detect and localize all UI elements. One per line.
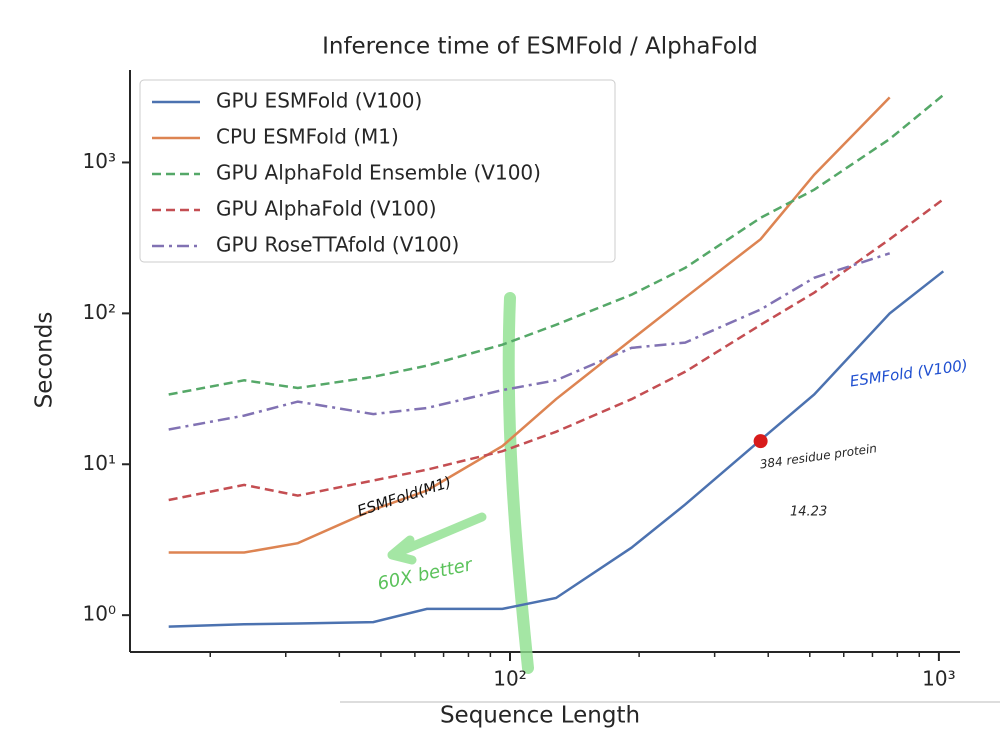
highlight-point (753, 434, 768, 449)
y-tick-label: 10⁰ (83, 602, 116, 626)
annotation: 60X better (376, 554, 476, 595)
series-line (168, 96, 891, 554)
legend-label: CPU ESMFold (M1) (216, 125, 399, 149)
series-line (168, 252, 891, 431)
highlight-text: 384 residue protein (759, 441, 878, 471)
x-tick-label: 10³ (922, 667, 955, 691)
series-line (168, 94, 945, 396)
annotation: ESMFold(M1) (355, 473, 453, 520)
highlight-label: 14.23 (790, 505, 827, 520)
series-line (168, 270, 945, 628)
chart-title: Inference time of ESMFold / AlphaFold (322, 34, 758, 60)
x-tick-label: 10² (493, 667, 526, 691)
y-tick-label: 10¹ (83, 451, 116, 475)
series-line (168, 198, 945, 502)
highlighter-stroke (502, 292, 534, 674)
y-tick-label: 10² (83, 300, 116, 324)
y-tick-label: 10³ (83, 149, 116, 173)
legend-label: GPU AlphaFold (V100) (216, 197, 437, 221)
arrow (387, 512, 487, 565)
x-axis-label: Sequence Length (440, 703, 640, 729)
legend-label: GPU AlphaFold Ensemble (V100) (216, 161, 541, 185)
annotation: ESMFold (V100) (849, 356, 969, 390)
legend-box (139, 79, 616, 263)
y-axis-label: Seconds (32, 312, 58, 409)
legend-label: GPU ESMFold (V100) (216, 89, 422, 113)
legend-label: GPU RoseTTAfold (V100) (216, 233, 459, 257)
